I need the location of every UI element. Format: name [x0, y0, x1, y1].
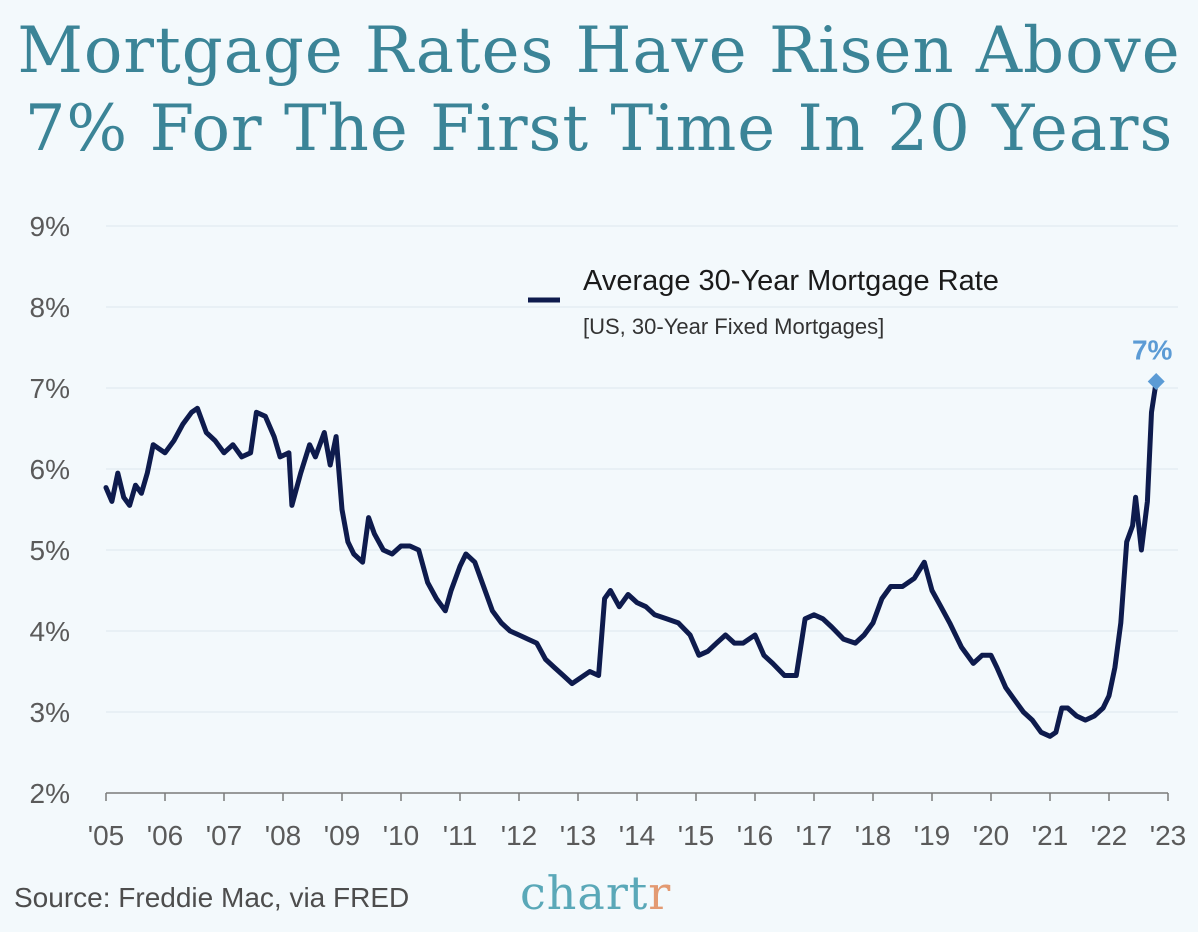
x-tick-label-2023: '23 [1150, 820, 1187, 851]
x-tick-label-2010: '10 [383, 820, 420, 851]
x-tick-label-2007: '07 [206, 820, 243, 851]
x-tick-label-2019: '19 [914, 820, 951, 851]
legend: Average 30-Year Mortgage Rate [US, 30-Yea… [528, 265, 999, 339]
x-tick-label-2013: '13 [560, 820, 597, 851]
y-axis-tick-labels: 2% 3% 4% 5% 6% 7% 8% 9% [30, 211, 70, 809]
x-tick-label-2008: '08 [265, 820, 302, 851]
legend-subtitle: [US, 30-Year Fixed Mortgages] [583, 314, 884, 339]
x-tick-label-2009: '09 [324, 820, 361, 851]
endpoint-label: 7% [1132, 335, 1173, 366]
y-tick-label-4: 4% [30, 616, 70, 647]
y-tick-label-2: 2% [30, 778, 70, 809]
x-tick-label-2006: '06 [147, 820, 184, 851]
y-tick-label-5: 5% [30, 535, 70, 566]
x-tick-label-2015: '15 [678, 820, 715, 851]
logo-accent: r [648, 866, 672, 920]
line-chart: 2% 3% 4% 5% 6% 7% 8% 9% '05 '06 '07 '08 '09 '10 '11 '1… [30, 211, 1187, 851]
y-tick-label-6: 6% [30, 454, 70, 485]
x-tick-label-2022: '22 [1091, 820, 1128, 851]
x-tick-label-2011: '11 [443, 820, 477, 851]
x-tick-label-2018: '18 [855, 820, 892, 851]
y-tick-label-8: 8% [30, 292, 70, 323]
chart-title-line-1: Mortgage Rates Have Risen Above [17, 14, 1181, 88]
y-tick-label-9: 9% [30, 211, 70, 242]
x-tick-label-2016: '16 [737, 820, 774, 851]
legend-label: Average 30-Year Mortgage Rate [583, 265, 999, 297]
chartr-logo: chartr [520, 866, 671, 920]
source-note: Source: Freddie Mac, via FRED [14, 882, 410, 913]
grid-lines [106, 225, 1178, 713]
x-tick-label-2014: '14 [619, 820, 656, 851]
x-tick-label-2021: '21 [1032, 820, 1069, 851]
x-tick-label-2017: '17 [796, 820, 833, 851]
y-tick-label-7: 7% [30, 373, 70, 404]
x-tick-label-2020: '20 [973, 820, 1010, 851]
series-group [103, 379, 1159, 739]
chart-title-line-2: 7% For The First Time In 20 Years [24, 92, 1174, 166]
logo-main: chart [520, 866, 649, 920]
x-tick-label-2005: '05 [88, 820, 125, 851]
x-axis: '05 '06 '07 '08 '09 '10 '11 '12 '13 '14 '15 '16 '17 '… [88, 792, 1187, 851]
y-tick-label-3: 3% [30, 697, 70, 728]
series-line-0 [103, 379, 1159, 739]
x-tick-label-2012: '12 [501, 820, 538, 851]
endpoint-marker [1147, 373, 1165, 391]
annotations: 7% [1132, 335, 1173, 391]
chart-title: Mortgage Rates Have Risen Above 7% For T… [0, 12, 1198, 168]
